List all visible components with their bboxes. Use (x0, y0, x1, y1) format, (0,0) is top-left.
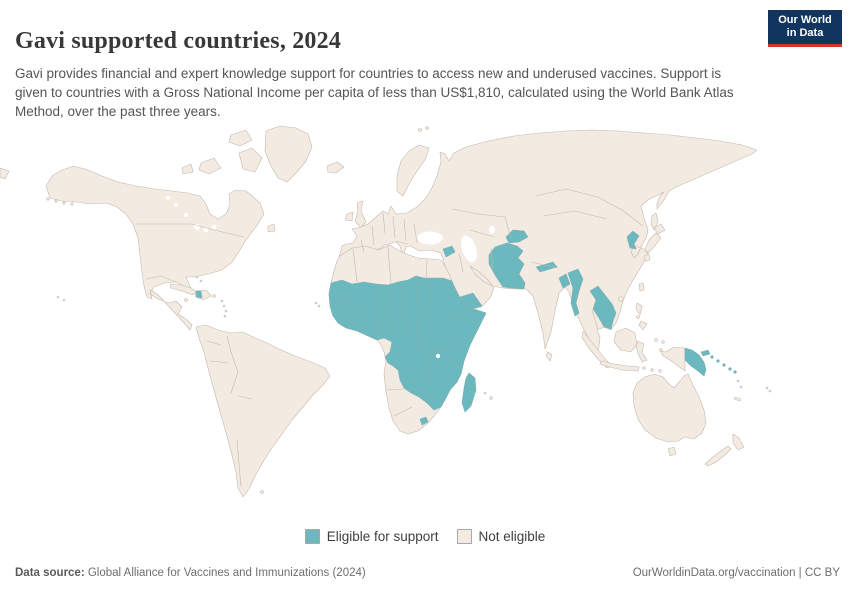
eligible-solomon-islands[interactable] (710, 355, 737, 374)
chart-footer: Data source: Global Alliance for Vaccine… (15, 567, 840, 579)
eligible-africa-band[interactable] (328, 275, 487, 411)
eligible-syria[interactable] (442, 245, 456, 258)
map-legend: Eligible for support Not eligible (0, 529, 850, 544)
owid-logo-line2: in Data (786, 27, 824, 39)
eligible-haiti[interactable] (195, 290, 203, 299)
eligible-yemen[interactable] (459, 292, 483, 310)
eligible-lesotho[interactable] (419, 416, 429, 426)
eligible-myanmar[interactable] (567, 268, 584, 317)
eligible-afghanistan-pakistan[interactable] (488, 242, 526, 290)
region-south-america[interactable] (195, 324, 331, 498)
region-eurasia[interactable] (338, 129, 758, 357)
legend-label-eligible: Eligible for support (326, 529, 439, 544)
eligible-papua-new-guinea[interactable] (684, 347, 711, 377)
data-source-label: Data source: (15, 567, 85, 579)
region-caribbean[interactable] (169, 275, 228, 318)
credit-link[interactable]: OurWorldinData.org/vaccination | CC BY (632, 567, 840, 579)
region-east-asia-islands[interactable] (545, 212, 666, 362)
page-title: Gavi supported countries, 2024 (15, 28, 342, 55)
owid-logo[interactable]: Our World in Data (768, 10, 842, 47)
chart-subtitle: Gavi provides financial and expert knowl… (15, 65, 734, 119)
eligible-madagascar[interactable] (452, 361, 477, 413)
legend-item-not-eligible[interactable]: Not eligible (456, 529, 546, 544)
eligible-kyrgyzstan-tajikistan[interactable] (505, 229, 529, 244)
legend-swatch-not-eligible (456, 529, 472, 544)
legend-label-not-eligible: Not eligible (478, 529, 546, 544)
region-north-america[interactable] (0, 125, 313, 331)
region-oceania[interactable] (632, 373, 772, 467)
legend-item-eligible[interactable]: Eligible for support (304, 529, 439, 544)
country-borders (135, 188, 644, 488)
eligible-bangladesh[interactable] (558, 273, 571, 289)
region-europe[interactable] (326, 126, 430, 229)
eligible-nepal[interactable] (535, 261, 558, 273)
data-source-value: Global Alliance for Vaccines and Immuniz… (84, 567, 366, 579)
data-source: Data source: Global Alliance for Vaccine… (15, 567, 366, 579)
legend-swatch-eligible (304, 529, 320, 544)
region-indonesia[interactable] (581, 327, 686, 373)
eligible-laos-cambodia[interactable] (589, 285, 617, 330)
eligible-north-korea[interactable] (626, 230, 640, 250)
world-map[interactable] (0, 112, 850, 522)
owid-logo-line1: Our World (778, 14, 832, 27)
